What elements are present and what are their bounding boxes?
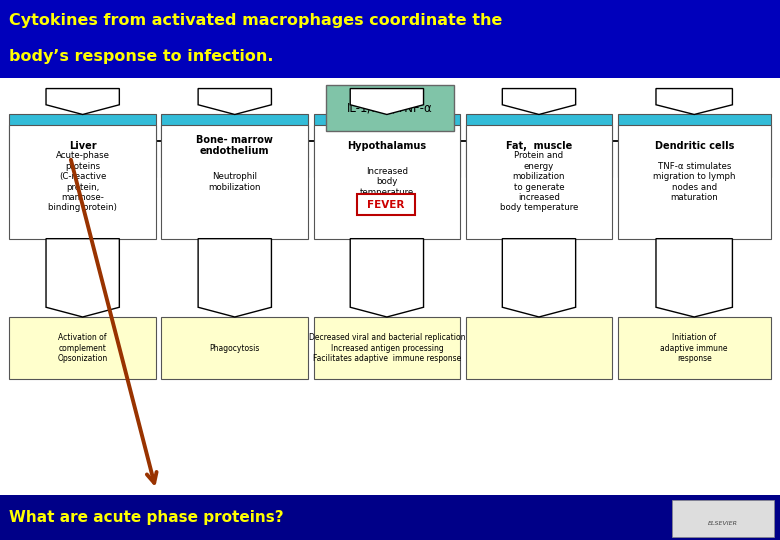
- Bar: [9, 125, 156, 239]
- Text: IL-1/IL-6/TNF-α: IL-1/IL-6/TNF-α: [347, 102, 433, 114]
- Bar: [161, 317, 308, 379]
- Polygon shape: [502, 239, 576, 317]
- Polygon shape: [656, 89, 732, 114]
- Bar: [618, 317, 771, 379]
- Text: Hypothalamus: Hypothalamus: [347, 140, 427, 151]
- Bar: [314, 125, 460, 239]
- Bar: [314, 317, 460, 379]
- Text: TNF-α stimulates
migration to lymph
nodes and
maturation: TNF-α stimulates migration to lymph node…: [653, 162, 736, 202]
- Text: Increased
body
temperature: Increased body temperature: [360, 167, 414, 197]
- Text: Bone- marrow
endothelium: Bone- marrow endothelium: [197, 134, 273, 157]
- Polygon shape: [350, 239, 424, 317]
- Text: Protein and
energy
mobilization
to generate
increased
body temperature: Protein and energy mobilization to gener…: [500, 152, 578, 212]
- Text: Acute-phase
proteins
(C-reactive
protein,
mannose-
binding protein): Acute-phase proteins (C-reactive protein…: [48, 152, 117, 212]
- Bar: [9, 317, 156, 379]
- FancyBboxPatch shape: [326, 85, 454, 131]
- Text: Cytokines from activated macrophages coordinate the: Cytokines from activated macrophages coo…: [9, 14, 503, 29]
- Bar: [357, 194, 415, 215]
- Polygon shape: [46, 239, 119, 317]
- Bar: [9, 114, 156, 177]
- Bar: [618, 114, 771, 177]
- Polygon shape: [198, 239, 271, 317]
- Text: body’s response to infection.: body’s response to infection.: [9, 49, 274, 64]
- Text: Initiation of
adaptive immune
response: Initiation of adaptive immune response: [661, 333, 728, 363]
- Polygon shape: [502, 89, 576, 114]
- Text: Decreased viral and bacterial replication
Increased antigen processing
Facilitat: Decreased viral and bacterial replicatio…: [309, 333, 465, 363]
- Text: Dendritic cells: Dendritic cells: [654, 140, 734, 151]
- Polygon shape: [656, 239, 732, 317]
- Polygon shape: [46, 89, 119, 114]
- Polygon shape: [350, 89, 424, 114]
- Bar: [314, 114, 460, 177]
- Polygon shape: [198, 89, 271, 114]
- Text: Neutrophil
mobilization: Neutrophil mobilization: [208, 172, 261, 192]
- Bar: [466, 114, 612, 177]
- Bar: [618, 125, 771, 239]
- Text: What are acute phase proteins?: What are acute phase proteins?: [9, 510, 284, 525]
- Bar: [161, 125, 308, 239]
- Text: FEVER: FEVER: [367, 200, 405, 210]
- Bar: [466, 125, 612, 239]
- Bar: [672, 500, 774, 537]
- Bar: [466, 317, 612, 379]
- Text: Activation of
complement
Opsonization: Activation of complement Opsonization: [58, 333, 108, 363]
- Text: Liver: Liver: [69, 140, 97, 151]
- Bar: [0, 78, 780, 495]
- Text: Phagocytosis: Phagocytosis: [210, 343, 260, 353]
- Bar: [0, 0, 780, 78]
- Bar: [161, 114, 308, 177]
- Text: Fat,  muscle: Fat, muscle: [506, 140, 572, 151]
- Text: ELSEVIER: ELSEVIER: [708, 522, 738, 526]
- Bar: [0, 495, 780, 540]
